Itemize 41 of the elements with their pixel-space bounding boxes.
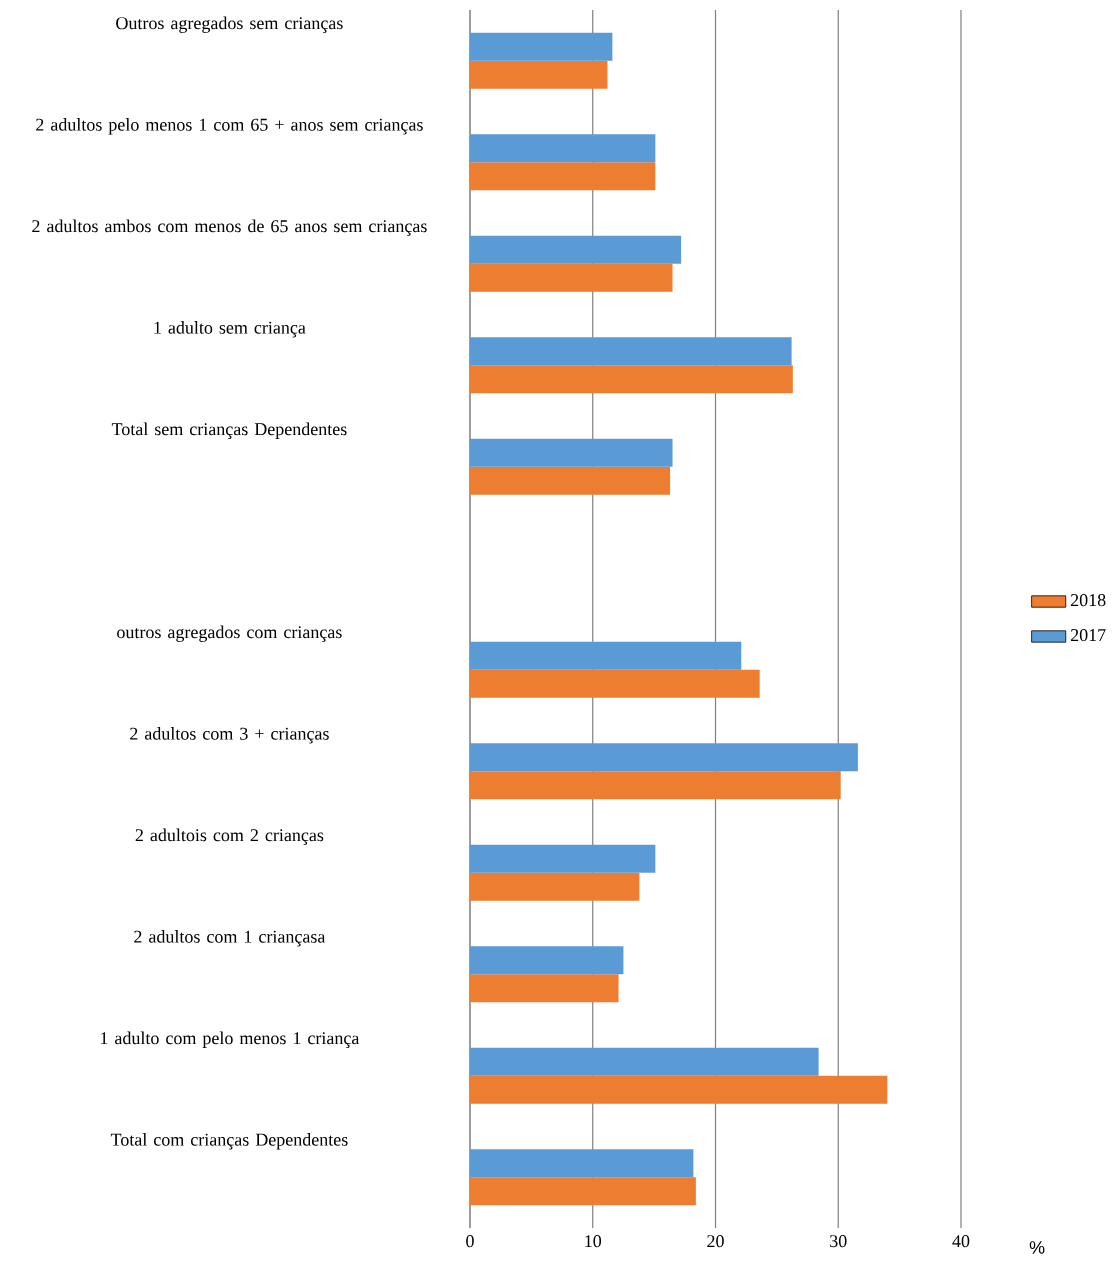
- y-tick-label: 1 adulto com pelo menos 1 criança: [101, 1031, 360, 1048]
- bar: [470, 743, 858, 772]
- x-tick-label: 0: [466, 1235, 474, 1248]
- bar: [470, 844, 656, 873]
- y-tick-label: Total sem crianças Dependentes: [111, 422, 347, 439]
- bar: [470, 946, 624, 975]
- bar: [470, 60, 608, 89]
- bar: [470, 466, 671, 495]
- bar: [470, 365, 793, 394]
- bar: [470, 32, 613, 61]
- x-axis-title: %: [1029, 1241, 1045, 1254]
- bar: [470, 263, 673, 292]
- bar: [470, 872, 640, 901]
- bar: [470, 1047, 819, 1076]
- bar: [470, 771, 841, 800]
- y-tick-label: Outros agregados sem crianças: [116, 16, 343, 33]
- bar: [470, 438, 673, 467]
- legend-label: 2018: [1070, 594, 1106, 607]
- y-tick-label: 1 adulto sem criança: [154, 321, 306, 338]
- y-tick-label: 2 adultos com 3 + crianças: [130, 727, 329, 744]
- y-tick-label: 2 adultos ambos com menos de 65 anos sem crianças: [32, 219, 427, 236]
- bar: [470, 134, 656, 163]
- bar: [470, 162, 656, 191]
- bar: [470, 1149, 694, 1178]
- bar: [470, 641, 742, 670]
- bar: [470, 974, 619, 1003]
- bar: [470, 1177, 696, 1206]
- y-tick-label: Total com crianças Dependentes: [110, 1133, 348, 1150]
- y-tick-label: 2 adultois com 2 crianças: [135, 828, 324, 845]
- legend-label: 2017: [1070, 628, 1106, 642]
- x-tick-label: 10: [585, 1235, 602, 1248]
- y-tick-label: 2 adultos pelo menos 1 com 65 + anos sem crianças: [36, 118, 423, 135]
- x-tick-label: 20: [707, 1235, 724, 1248]
- bar: [470, 235, 682, 264]
- y-tick-label: 2 adultos com 1 criançasa: [134, 930, 326, 947]
- x-tick-label: 30: [830, 1235, 847, 1248]
- bar: [470, 337, 792, 366]
- y-tick-label: outros agregados com crianças: [117, 625, 342, 642]
- bar: [470, 1075, 888, 1104]
- bar: [470, 669, 760, 698]
- x-tick-label: 40: [952, 1235, 970, 1248]
